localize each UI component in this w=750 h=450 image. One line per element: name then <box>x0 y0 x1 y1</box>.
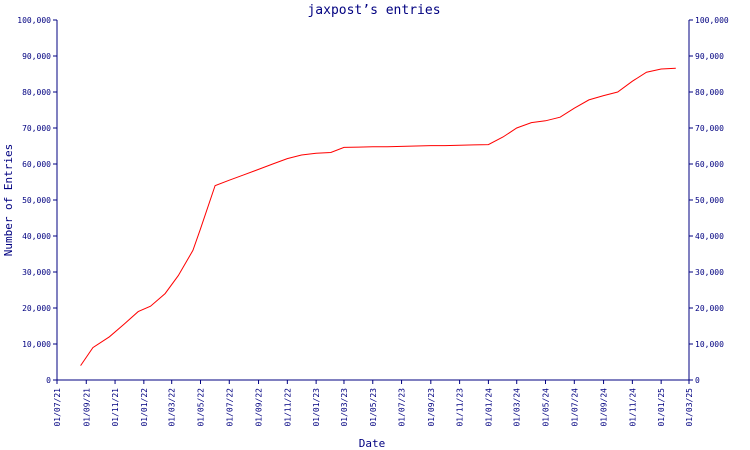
y-tick-label-left: 70,000 <box>22 124 51 133</box>
y-tick-label-right: 90,000 <box>695 52 724 61</box>
y-tick-label-right: 40,000 <box>695 232 724 241</box>
y-tick-label-left: 60,000 <box>22 160 51 169</box>
y-tick-label-right: 30,000 <box>695 268 724 277</box>
x-tick-label: 01/01/23 <box>312 388 321 427</box>
x-tick-label: 01/03/22 <box>168 388 177 427</box>
y-axis-label: Number of Entries <box>2 144 15 257</box>
x-tick-label: 01/03/25 <box>685 388 694 427</box>
y-tick-label-right: 70,000 <box>695 124 724 133</box>
axes <box>56 20 690 381</box>
x-tick-label: 01/07/24 <box>570 388 579 427</box>
y-tick-label-left: 80,000 <box>22 88 51 97</box>
y-tick-label-right: 60,000 <box>695 160 724 169</box>
plot-area <box>80 67 676 366</box>
y-tick-label-left: 40,000 <box>22 232 51 241</box>
y-tick-label-right: 100,000 <box>695 16 729 25</box>
y-tick-label-left: 100,000 <box>17 16 51 25</box>
x-tick-label: 01/09/21 <box>82 388 91 427</box>
x-tick-label: 01/11/22 <box>283 388 292 427</box>
x-tick-label: 01/01/22 <box>140 388 149 427</box>
chart-title: jaxpost’s entries <box>307 3 440 18</box>
x-tick-label: 01/09/24 <box>600 388 609 427</box>
x-tick-label: 01/11/24 <box>628 388 637 427</box>
x-tick-label: 01/05/24 <box>542 388 551 427</box>
x-tick-label: 01/07/23 <box>398 388 407 427</box>
y-tick-label-left: 10,000 <box>22 340 51 349</box>
x-tick-label: 01/07/21 <box>53 388 62 427</box>
x-tick-label: 01/03/23 <box>340 388 349 427</box>
y-tick-label-left: 0 <box>46 376 51 385</box>
x-axis-label: Date <box>359 437 386 450</box>
x-tick-label: 01/07/22 <box>225 388 234 427</box>
y-tick-label-right: 10,000 <box>695 340 724 349</box>
series-line <box>80 67 676 366</box>
x-tick-label: 01/09/23 <box>427 388 436 427</box>
y-tick-label-right: 50,000 <box>695 196 724 205</box>
x-tick-label: 01/09/22 <box>255 388 264 427</box>
y-tick-label-right: 20,000 <box>695 304 724 313</box>
y-tick-label-left: 90,000 <box>22 52 51 61</box>
x-tick-label: 01/01/24 <box>484 388 493 427</box>
y-tick-label-left: 50,000 <box>22 196 51 205</box>
y-tick-label-right: 0 <box>695 376 700 385</box>
x-tick-label: 01/11/23 <box>456 388 465 427</box>
y-tick-label-right: 80,000 <box>695 88 724 97</box>
y-tick-label-left: 20,000 <box>22 304 51 313</box>
y-tick-label-left: 30,000 <box>22 268 51 277</box>
x-tick-label: 01/05/23 <box>369 388 378 427</box>
x-tick-label: 01/11/21 <box>111 388 120 427</box>
x-tick-label: 01/05/22 <box>196 388 205 427</box>
x-tick-label: 01/03/24 <box>513 388 522 427</box>
ticks: 0 0 10,000 10,000 20,000 20,000 30,000 30,000 40… <box>17 16 729 427</box>
x-tick-label: 01/01/25 <box>657 388 666 427</box>
